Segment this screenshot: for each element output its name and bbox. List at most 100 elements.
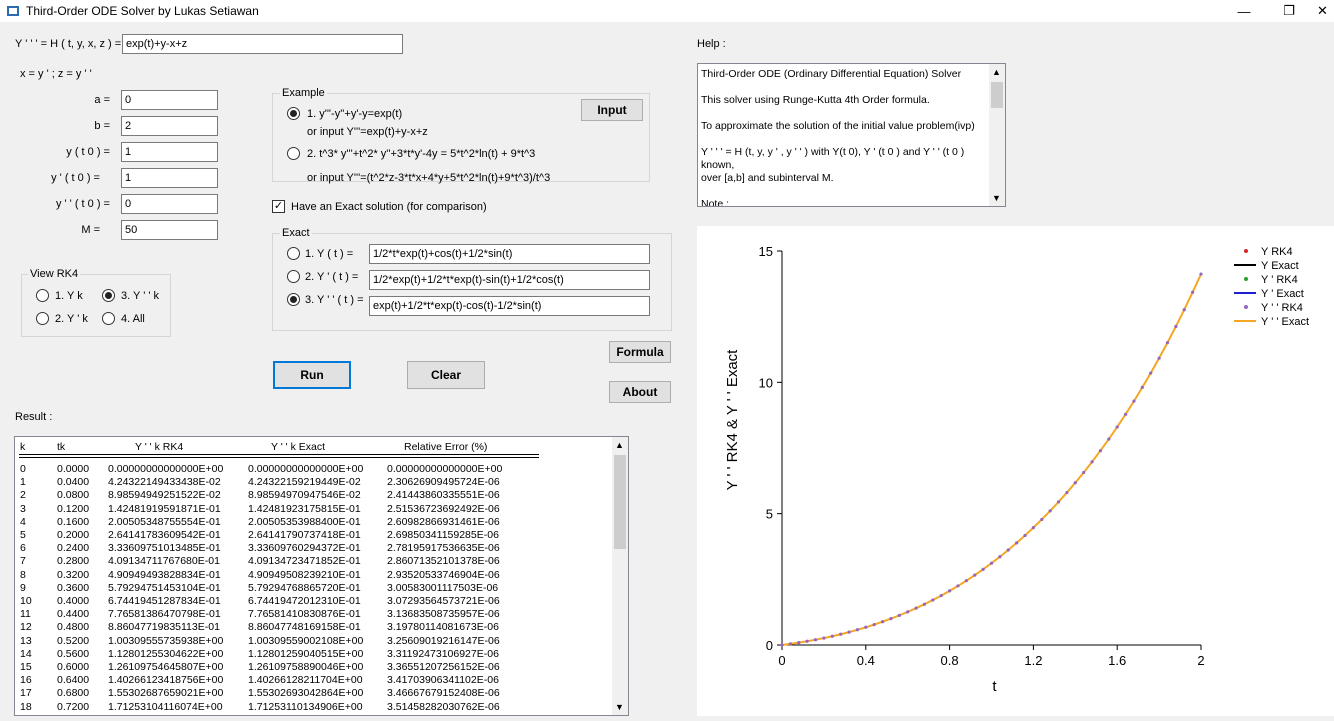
example-1-hint: or input Y'''=exp(t)+y-x+z	[307, 126, 428, 138]
table-row: 3 0.1200 1.42481919591871E-01 1.42481923175…	[19, 503, 579, 515]
help-line	[701, 107, 985, 120]
result-textbox[interactable]: k tk Y ' ' k RK4 Y ' ' k Exact Relative …	[14, 436, 629, 716]
help-scroll-down-icon[interactable]: ▼	[992, 193, 1001, 203]
table-row: 0 0.0000 0.00000000000000E+00 0.00000000000…	[19, 463, 579, 475]
table-cell: 0.00000000000000E+00	[248, 463, 364, 475]
table-row: 15 0.6000 1.26109754645807E+00 1.2610975889…	[19, 661, 579, 673]
data-point-ddy-rk4	[1040, 517, 1044, 522]
view-yk-radio[interactable]	[36, 289, 49, 302]
param-a-input[interactable]: 0	[121, 90, 218, 110]
table-cell: 0.0000	[57, 463, 90, 475]
table-cell: 3.33609760294372E-01	[248, 542, 361, 555]
table-cell: 12	[20, 621, 32, 634]
data-point-ddy-rk4	[889, 617, 893, 621]
table-cell: 0.3200	[57, 568, 90, 581]
table-cell: 2.78195917536635E-06	[387, 542, 500, 555]
help-textbox[interactable]: Third-Order ODE (Ordinary Differential E…	[697, 63, 1006, 207]
data-point-ddy-rk4	[1073, 481, 1077, 485]
data-point-ddy-rk4	[1191, 290, 1195, 294]
table-cell: 0	[20, 463, 26, 475]
exact-y-radio[interactable]	[287, 247, 300, 260]
data-point-ddy-rk4	[1082, 470, 1086, 475]
param-b-input[interactable]: 2	[121, 116, 218, 136]
table-row: 13 0.5200 1.00309555735938E+00 1.0030955900…	[19, 635, 579, 647]
help-line: known,	[701, 159, 735, 171]
scroll-down-icon[interactable]: ▼	[615, 702, 624, 712]
table-row: 2 0.0800 8.98594949251522E-02 8.98594970947…	[19, 489, 579, 501]
param-dy0-input[interactable]: 1	[121, 168, 218, 188]
input-button[interactable]: Input	[581, 99, 643, 121]
table-cell: 18	[20, 700, 32, 713]
table-row: 9 0.3600 5.79294751453104E-01 5.79294768865…	[19, 582, 579, 594]
result-scroll-thumb[interactable]	[614, 455, 626, 549]
param-m-input[interactable]: 50	[121, 220, 218, 240]
help-scrollbar[interactable]: ▲ ▼	[989, 64, 1005, 206]
table-cell: 0.00000000000000E+00	[108, 463, 224, 475]
equation-input[interactable]: exp(t)+y-x+z	[122, 34, 403, 54]
table-cell: 3.31192473106927E-06	[387, 647, 499, 660]
data-point-ddy-rk4	[897, 613, 901, 617]
table-cell: 5	[20, 529, 26, 541]
view-ddyk-radio[interactable]	[102, 289, 115, 302]
exact-ddy-input[interactable]: exp(t)+1/2*t*exp(t)-cos(t)-1/2*sin(t)	[369, 296, 650, 316]
substitution-label: x = y ' ; z = y ' '	[20, 68, 92, 80]
table-cell: 1.55302693042864E+00	[248, 687, 364, 700]
table-cell: 7.76581386470798E-01	[108, 608, 221, 621]
data-point-ddy-rk4	[1098, 449, 1103, 453]
example-1-radio[interactable]	[287, 107, 300, 120]
legend-marker	[1244, 249, 1248, 253]
app-icon	[7, 6, 19, 16]
minimize-button[interactable]: —	[1237, 3, 1251, 19]
window-title: Third-Order ODE Solver by Lukas Setiawan	[26, 4, 259, 18]
data-point-ddy-rk4	[1132, 399, 1136, 403]
table-cell: 0.0400	[57, 476, 90, 489]
param-b-label: b =	[94, 120, 110, 132]
exact-solution-checkbox[interactable]: ✓	[272, 200, 285, 213]
result-scrollbar[interactable]: ▲ ▼	[612, 437, 628, 715]
data-point-ddy-rk4	[973, 573, 977, 577]
data-point-ddy-rk4	[939, 593, 943, 598]
data-point-ddy-rk4	[1165, 341, 1170, 345]
help-scroll-up-icon[interactable]: ▲	[992, 67, 1001, 77]
x-tick-label: 2	[1197, 653, 1204, 668]
formula-button[interactable]: Formula	[609, 341, 671, 363]
exact-group-title: Exact	[280, 227, 312, 239]
table-cell: 0.2800	[57, 555, 90, 568]
param-ddy0-input[interactable]: 0	[121, 194, 218, 214]
table-cell: 8.86047748169158E-01	[248, 621, 361, 634]
data-point-ddy-rk4	[1149, 371, 1153, 375]
table-cell: 3.41703906341102E-06	[387, 674, 499, 687]
close-button[interactable]: ✕	[1317, 3, 1328, 18]
legend-label: Y RK4	[1261, 246, 1293, 258]
about-button[interactable]: About	[609, 381, 671, 403]
clear-button[interactable]: Clear	[407, 361, 485, 389]
view-rk4-title: View RK4	[28, 268, 81, 280]
table-cell: 1.26109758890046E+00	[248, 661, 364, 673]
view-yk-label: 1. Y k	[55, 290, 83, 302]
data-point-ddy-rk4	[1115, 425, 1119, 429]
example-2-radio[interactable]	[287, 147, 300, 160]
exact-y-input[interactable]: 1/2*t*exp(t)+cos(t)+1/2*sin(t)	[369, 244, 650, 264]
data-point-ddy-rk4	[813, 638, 818, 642]
legend-marker	[1244, 277, 1248, 281]
table-cell: 1.00309555735938E+00	[108, 634, 224, 647]
exact-dy-radio[interactable]	[287, 270, 300, 283]
example-2-hint: or input Y'''=(t^2*z-3*t*x+4*y+5*t^2*ln(…	[307, 172, 551, 184]
run-button[interactable]: Run	[273, 361, 351, 389]
example-group-title: Example	[280, 87, 327, 99]
table-cell: 1.26109754645807E+00	[108, 661, 224, 673]
table-cell: 16	[20, 674, 32, 687]
param-y0-input[interactable]: 1	[121, 142, 218, 162]
exact-dy-input[interactable]: 1/2*exp(t)+1/2*t*exp(t)-sin(t)+1/2*cos(t…	[369, 270, 650, 290]
view-dyk-radio[interactable]	[36, 312, 49, 325]
table-cell: 1.55302687659021E+00	[108, 687, 224, 700]
view-all-radio[interactable]	[102, 312, 115, 325]
table-cell: 0.6400	[57, 674, 90, 687]
table-cell: 2.64141790737418E-01	[248, 529, 361, 541]
help-scroll-thumb[interactable]	[991, 82, 1003, 108]
exact-ddy-radio[interactable]	[287, 293, 300, 306]
scroll-up-icon[interactable]: ▲	[615, 440, 624, 450]
table-cell: 3.13683508735957E-06	[387, 608, 500, 621]
maximize-button[interactable]: ❐	[1283, 3, 1295, 18]
data-point-ddy-rk4	[880, 620, 885, 624]
